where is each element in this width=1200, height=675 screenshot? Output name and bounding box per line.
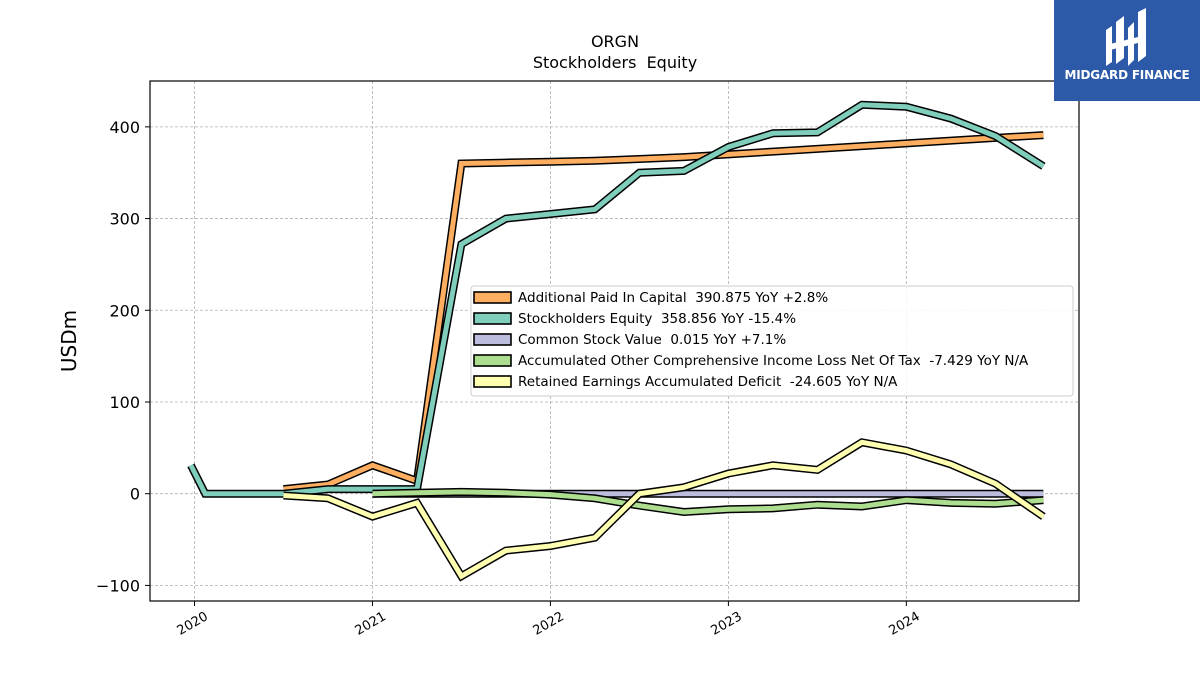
legend-swatch	[473, 291, 512, 304]
plot-area-frame	[149, 80, 1080, 602]
legend-entry: Accumulated Other Comprehensive Income L…	[518, 353, 1029, 369]
brand-name: MIDGARD FINANCE	[1064, 68, 1190, 82]
y-tick-label: −100	[96, 576, 140, 595]
legend: Additional Paid In Capital 390.875 YoY +…	[470, 285, 1074, 397]
chart-title: ORGN	[591, 32, 639, 51]
y-axis-label: USDm	[57, 310, 81, 372]
chart-subtitle: Stockholders Equity	[533, 53, 697, 72]
y-tick-label: 200	[109, 301, 140, 320]
y-tick-label: 400	[109, 118, 140, 137]
legend-box	[470, 285, 1074, 397]
x-tick-label: 2024	[887, 609, 923, 639]
x-tick-label: 2021	[353, 609, 389, 639]
y-tick-label: 300	[109, 210, 140, 229]
legend-swatch	[473, 312, 512, 325]
series-line	[188, 102, 1045, 497]
series-line	[283, 132, 1044, 492]
legend-swatch	[473, 333, 512, 346]
legend-entry: Retained Earnings Accumulated Deficit -2…	[518, 374, 898, 390]
legend-swatch	[473, 375, 512, 388]
x-tick-label: 2022	[531, 609, 567, 639]
y-tick-label: 0	[130, 485, 140, 504]
legend-swatch	[473, 354, 512, 367]
legend-entry: Stockholders Equity 358.856 YoY -15.4%	[518, 311, 796, 327]
series-line	[372, 489, 1044, 515]
legend-entry: Additional Paid In Capital 390.875 YoY +…	[518, 290, 828, 306]
y-tick-label: 100	[109, 393, 140, 412]
brand-logo: MIDGARD FINANCE	[1054, 0, 1200, 101]
legend-entry: Common Stock Value 0.015 YoY +7.1%	[518, 332, 786, 348]
brand-logo-icon	[1106, 8, 1146, 66]
series-line	[283, 439, 1045, 580]
series-lines	[187, 100, 1046, 582]
x-tick-label: 2023	[709, 609, 745, 639]
x-tick-label: 2020	[175, 609, 211, 639]
